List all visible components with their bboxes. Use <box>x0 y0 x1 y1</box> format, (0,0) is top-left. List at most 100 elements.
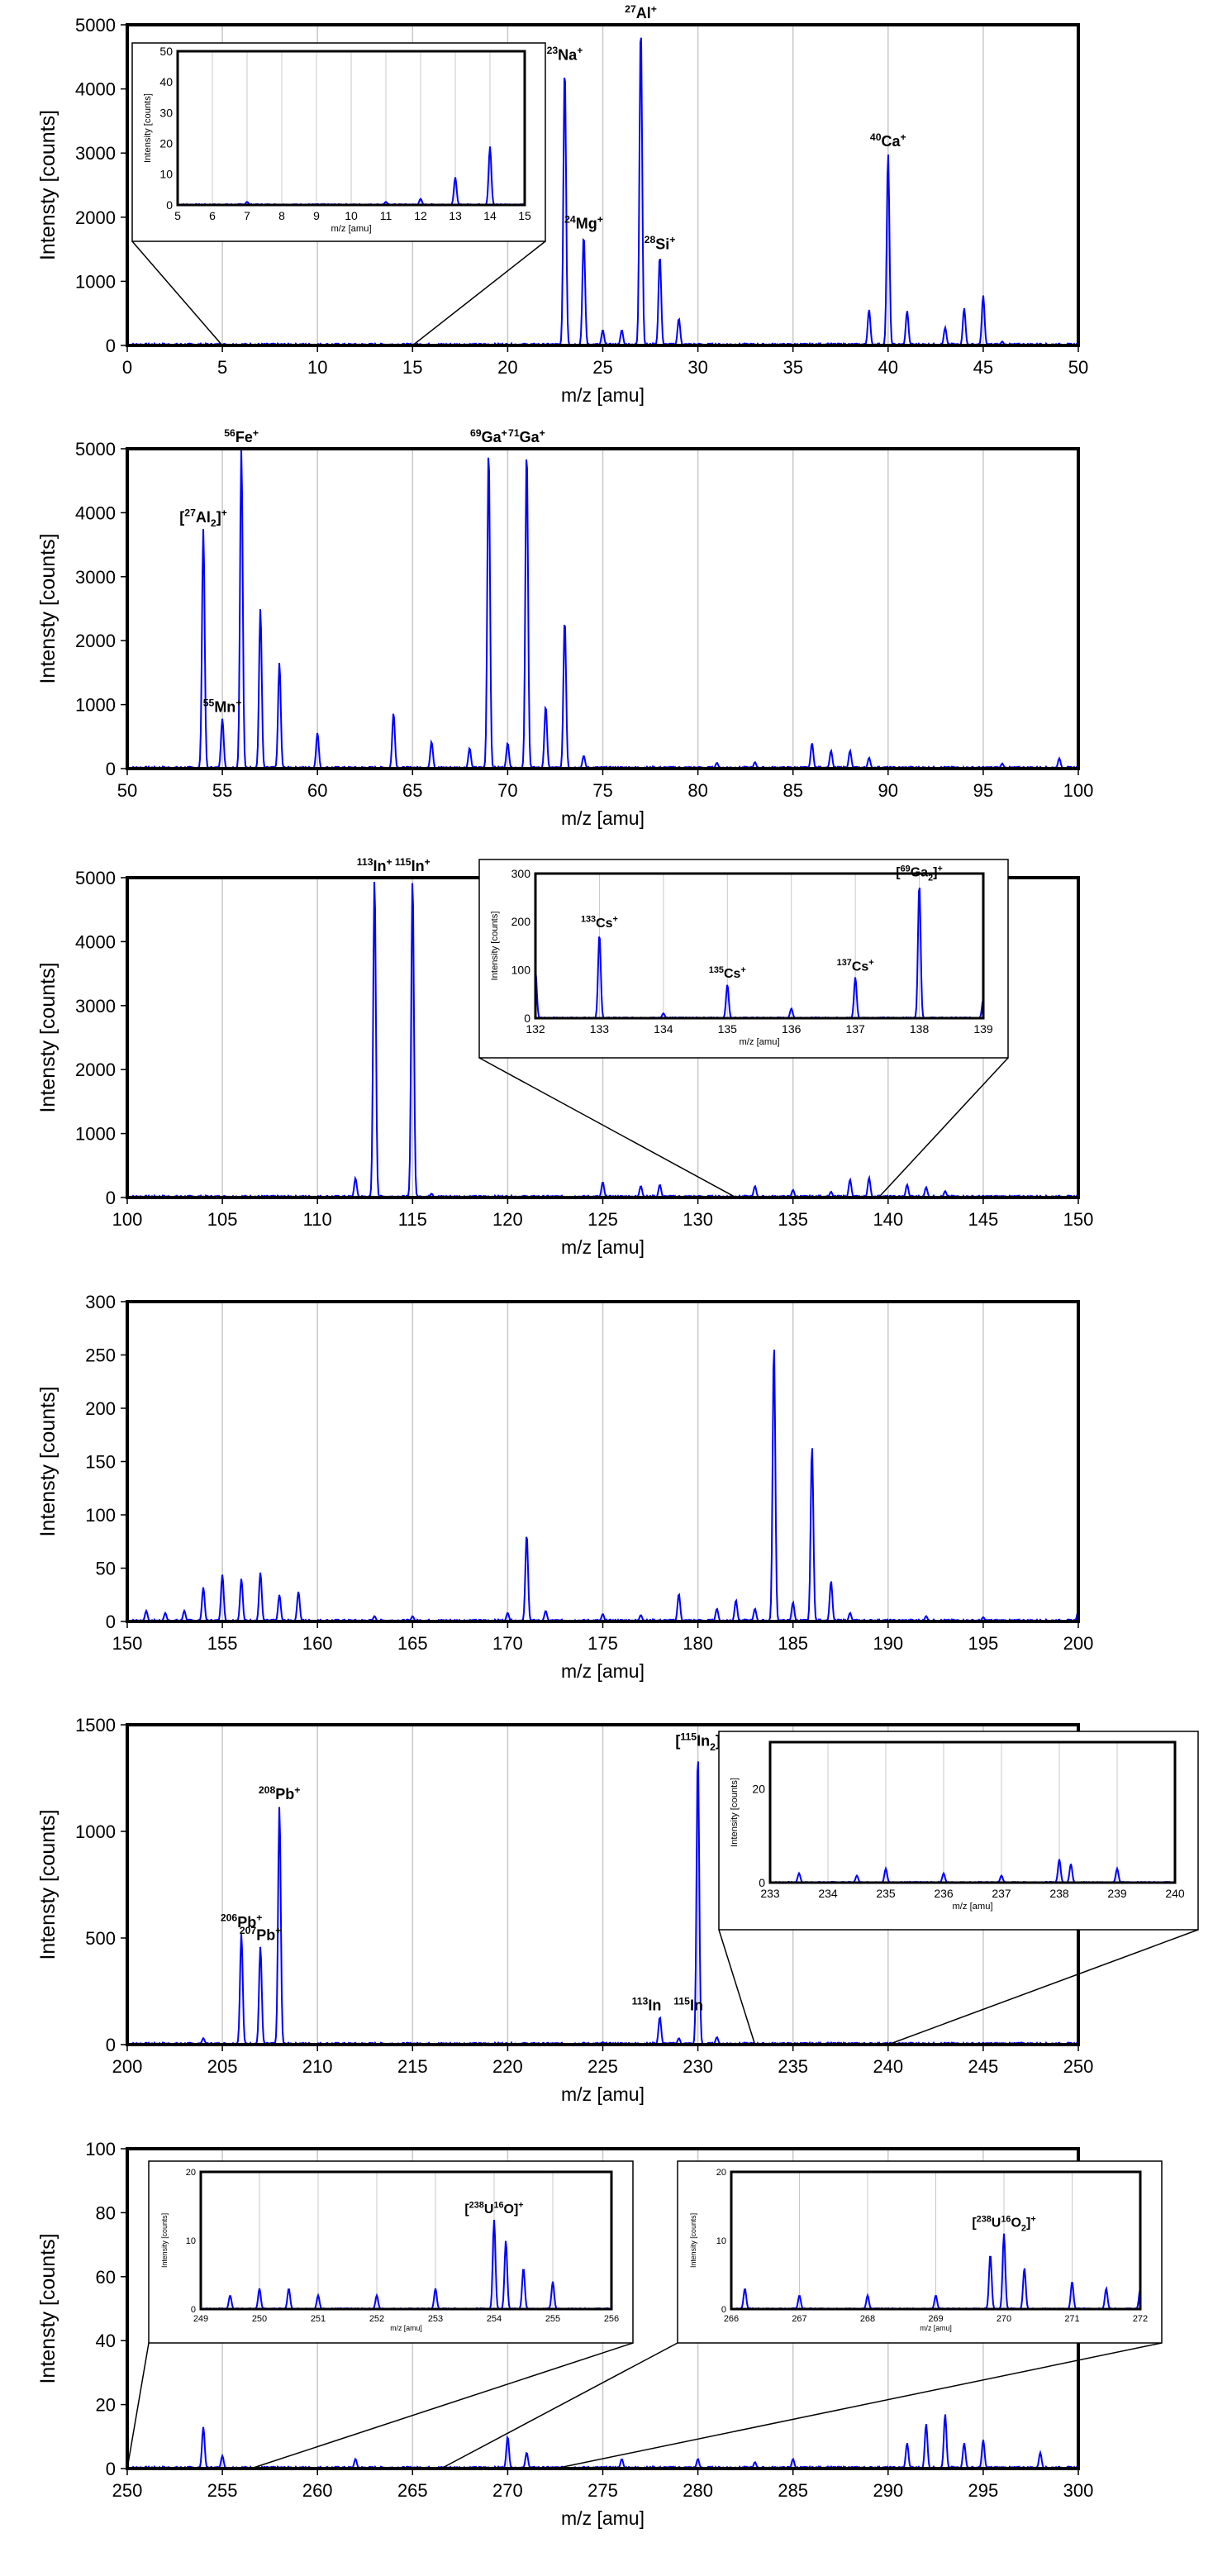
x-axis-label: m/z [amu] <box>561 1660 645 1682</box>
inset-x-tick-label: 255 <box>545 2314 560 2324</box>
peak-label: 28Si+ <box>645 234 676 252</box>
peak-label: 27Al+ <box>625 3 657 21</box>
label-part: ] <box>716 1733 721 1750</box>
x-tick-label: 110 <box>303 1209 332 1230</box>
x-tick-label: 285 <box>778 2480 808 2501</box>
inset-panel: 233 234 235 236 237 238 239 240 0 20 m/z [amu] Inte… <box>718 1731 1199 2045</box>
label-part: Ga <box>520 429 540 445</box>
inset-box <box>718 1731 1199 1931</box>
y-axis-label: Intensty [counts] <box>36 1809 59 1959</box>
x-tick-label: 170 <box>492 1633 523 1654</box>
inset-x-tick-label: 256 <box>604 2314 619 2324</box>
y-tick-label: 1500 <box>75 1715 116 1736</box>
inset-x-tick-label: 253 <box>428 2314 443 2324</box>
x-tick-label: 45 <box>973 357 993 378</box>
y-tick-label: 50 <box>96 1559 116 1579</box>
label-part: + <box>669 234 675 245</box>
y-tick-label: 200 <box>85 1398 116 1419</box>
zoom-connector <box>878 1057 1009 1198</box>
x-tick-label: 80 <box>687 780 707 801</box>
x-tick-label: 220 <box>492 2056 523 2077</box>
inset-x-tick-label: 252 <box>369 2314 384 2324</box>
inset-x-tick-label: 235 <box>876 1887 896 1900</box>
x-tick-label: 290 <box>873 2480 903 2501</box>
x-tick-label: 200 <box>1063 1633 1094 1654</box>
inset-x-tick-label: 133 <box>590 1022 610 1036</box>
label-part: 208 <box>259 1784 276 1796</box>
y-tick-label: 1000 <box>75 271 116 292</box>
inset-x-tick-label: 6 <box>209 209 216 222</box>
y-tick-label: 2000 <box>75 207 116 228</box>
x-tick-label: 0 <box>122 357 132 378</box>
zoom-connector <box>250 2342 634 2469</box>
label-part: 69 <box>901 864 911 874</box>
inset-y-tick-label: 50 <box>159 45 173 58</box>
peak-label: 69Ga+ <box>470 427 507 445</box>
label-part: [ <box>464 2202 469 2217</box>
inset-x-axis-label: m/z [amu] <box>331 224 371 234</box>
y-tick-label: 0 <box>106 759 116 779</box>
inset-y-tick-label: 10 <box>186 2236 196 2246</box>
spectrum-panel: 50 55 60 65 70 75 80 85 90 95 10001000200030004000… <box>36 427 1093 829</box>
inset-x-tick-label: 11 <box>380 209 392 222</box>
label-part: + <box>577 45 583 56</box>
inset-x-tick-label: 254 <box>487 2314 502 2324</box>
label-part: + <box>425 856 430 868</box>
x-tick-label: 50 <box>117 780 137 801</box>
zoom-connector <box>478 1057 736 1198</box>
y-axis-label: Intensty [counts] <box>36 1386 59 1536</box>
label-part: 23 <box>547 45 559 56</box>
inset-x-tick-label: 266 <box>724 2314 739 2324</box>
label-part: Al <box>196 509 211 526</box>
y-tick-label: 40 <box>96 2331 116 2351</box>
x-tick-label: 265 <box>397 2480 428 2501</box>
inset-y-tick-label: 0 <box>191 2305 196 2315</box>
y-tick-label: 300 <box>85 1292 116 1312</box>
inset-y-axis-label: Intensity [counts] <box>160 2213 169 2268</box>
x-tick-label: 300 <box>1063 2480 1094 2501</box>
y-tick-label: 0 <box>106 2459 116 2479</box>
label-part: + <box>253 427 259 439</box>
label-part: Cs <box>596 917 613 931</box>
label-part: + <box>937 864 942 874</box>
y-axis-label: Intensty [counts] <box>36 962 59 1112</box>
peak-label: [69Ga2]+ <box>896 864 943 883</box>
y-tick-label: 1000 <box>75 1821 116 1842</box>
inset-x-tick-label: 135 <box>718 1022 738 1036</box>
inset-y-tick-label: 20 <box>186 2168 196 2178</box>
y-tick-label: 5000 <box>75 439 116 459</box>
x-tick-label: 185 <box>778 1633 808 1654</box>
peak-label: 137Cs+ <box>837 958 874 974</box>
label-part: 2 <box>710 1741 716 1753</box>
label-part: + <box>651 3 657 15</box>
inset-x-tick-label: 14 <box>483 209 497 222</box>
x-tick-label: 255 <box>207 2480 238 2501</box>
inset-box <box>677 2160 1163 2344</box>
spectrum-panel: 150 155 160 165 170 175 180 185 190 195 200 0 50 100 1… <box>36 1292 1093 1682</box>
inset-x-tick-label: 9 <box>313 209 320 222</box>
inset-x-tick-label: 271 <box>1064 2314 1079 2324</box>
label-part: 55 <box>203 697 215 708</box>
x-tick-label: 125 <box>587 1209 618 1230</box>
label-part: Mg <box>576 216 597 232</box>
x-tick-label: 100 <box>1063 780 1094 801</box>
inset-x-tick-label: 137 <box>845 1022 865 1036</box>
inset-y-tick-label: 100 <box>511 964 531 977</box>
x-tick-label: 105 <box>207 1209 238 1230</box>
label-part: 2 <box>928 873 933 883</box>
x-tick-label: 100 <box>112 1209 143 1230</box>
inset-y-tick-label: 20 <box>159 137 173 150</box>
y-tick-label: 4000 <box>75 931 116 952</box>
peak-label: 115In <box>673 1995 703 2013</box>
x-tick-label: 20 <box>497 357 517 378</box>
spectrum-line <box>730 2233 1141 2311</box>
peak-label: 113In <box>632 1995 662 2013</box>
inset-frame <box>199 2170 613 2311</box>
peak-label: 40Ca+ <box>870 131 906 150</box>
label-part: 16 <box>493 2201 503 2211</box>
y-tick-label: 60 <box>96 2267 116 2288</box>
inset-y-tick-label: 10 <box>716 2236 726 2246</box>
inset-y-tick-label: 0 <box>524 1012 530 1025</box>
y-tick-label: 80 <box>96 2202 116 2223</box>
zoom-connector <box>131 240 223 346</box>
